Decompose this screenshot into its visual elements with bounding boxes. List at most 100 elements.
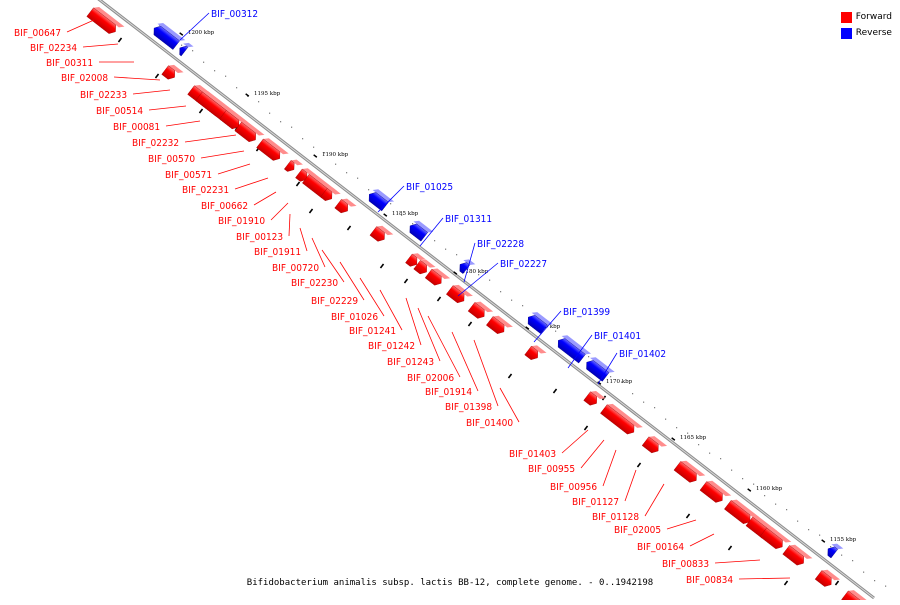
forward-gene-label: BIF_00956 [550, 482, 597, 493]
forward-gene [369, 225, 394, 242]
forward-gene-label: BIF_01241 [349, 326, 396, 337]
label-leader-line [311, 237, 326, 268]
scale-dot [863, 571, 865, 573]
scale-dot [489, 279, 491, 281]
label-leader-line [738, 577, 791, 580]
kbp-tick [747, 488, 752, 492]
forward-gene [219, 109, 248, 130]
scale-dot [357, 177, 359, 179]
label-leader-line [644, 483, 665, 517]
forward-gene [295, 168, 316, 182]
position-tick [308, 208, 314, 214]
scale-dot [313, 146, 315, 148]
scale-dot [588, 356, 590, 358]
forward-gene-label: BIF_02008 [61, 73, 108, 84]
position-tick [834, 580, 840, 586]
scale-dot [203, 61, 205, 63]
reverse-gene [557, 335, 592, 364]
label-leader-line [405, 297, 422, 346]
legend: Forward Reverse [840, 9, 892, 41]
forward-gene-label: BIF_00647 [14, 28, 61, 39]
scale-dot [390, 203, 392, 205]
label-leader-line [533, 310, 562, 343]
reverse-gene-label: BIF_01025 [406, 182, 453, 193]
scale-dot [852, 560, 854, 562]
forward-gene [699, 480, 732, 503]
scale-dot [456, 254, 458, 256]
forward-gene [814, 569, 841, 587]
forward-gene-label: BIF_02230 [291, 278, 338, 289]
scale-dot [621, 381, 623, 383]
label-leader-line [567, 334, 593, 369]
forward-gene-label: BIF_00570 [148, 154, 195, 165]
label-leader-line [580, 439, 605, 469]
label-leader-line [427, 315, 461, 378]
label-leader-line [666, 519, 697, 530]
forward-gene [320, 187, 341, 201]
kbp-tick [245, 93, 250, 97]
scale-dot [368, 189, 370, 191]
forward-gene-label: BIF_01242 [368, 341, 415, 352]
forward-gene-label: BIF_01400 [466, 418, 513, 429]
kbp-tick [313, 154, 318, 158]
forward-gene-label: BIF_00514 [96, 106, 143, 117]
label-leader-line [597, 352, 618, 385]
forward-gene [413, 259, 436, 275]
scale-dot [225, 75, 227, 77]
scale-dot [654, 407, 656, 409]
scale-dot [302, 138, 304, 140]
scale-dot [335, 163, 337, 165]
forward-gene-label: BIF_01403 [509, 449, 556, 460]
scale-dot [874, 580, 876, 582]
forward-gene-label: BIF_02006 [407, 373, 454, 384]
position-tick [117, 37, 123, 43]
kbp-marker: 1185 kbp [392, 211, 419, 217]
position-tick [783, 580, 789, 586]
label-leader-line [253, 191, 277, 206]
scale-dot [445, 248, 447, 250]
kbp-marker: 1160 kbp [756, 486, 783, 492]
position-tick [636, 462, 642, 468]
forward-gene-label: BIF_01914 [425, 387, 472, 398]
position-tick [727, 545, 733, 551]
scale-dot [522, 305, 524, 307]
reverse-gene-label: BIF_02227 [500, 259, 547, 270]
forward-gene-label: BIF_02233 [80, 90, 127, 101]
scale-dot [555, 330, 557, 332]
scale-dot [830, 546, 832, 548]
label-leader-line [184, 134, 237, 143]
legend-item-reverse: Reverse [840, 25, 892, 41]
scale-dot [808, 529, 810, 531]
kbp-tick [671, 437, 676, 441]
scale-dot [401, 214, 403, 216]
label-leader-line [714, 559, 761, 564]
position-tick [379, 263, 385, 269]
label-leader-line [82, 43, 119, 48]
kbp-tick [597, 381, 602, 385]
forward-gene-label: BIF_00834 [686, 575, 733, 586]
forward-gene-label: BIF_01128 [592, 512, 639, 523]
reverse-gene-label: BIF_01311 [445, 214, 492, 225]
forward-gene [86, 7, 125, 34]
label-leader-line [602, 449, 617, 487]
kbp-tick [821, 539, 826, 543]
label-leader-line [217, 163, 251, 175]
label-leader-line [321, 249, 345, 283]
label-leader-line [379, 289, 403, 331]
label-leader-line [417, 307, 441, 362]
forward-gene-label: BIF_00833 [662, 559, 709, 570]
reverse-gene-label: BIF_02228 [477, 239, 524, 250]
scale-dot [841, 554, 843, 556]
reverse-gene-label: BIF_01399 [563, 307, 610, 318]
forward-gene [405, 253, 426, 267]
scale-dot [192, 50, 194, 52]
position-tick [198, 108, 204, 114]
forward-gene-label: BIF_01243 [387, 357, 434, 368]
label-leader-line [499, 387, 520, 423]
label-leader-line [624, 469, 637, 502]
forward-gene [234, 121, 265, 143]
scale-dot [709, 452, 711, 454]
forward-gene-label: BIF_00311 [46, 58, 93, 69]
scale-dot [775, 503, 777, 505]
